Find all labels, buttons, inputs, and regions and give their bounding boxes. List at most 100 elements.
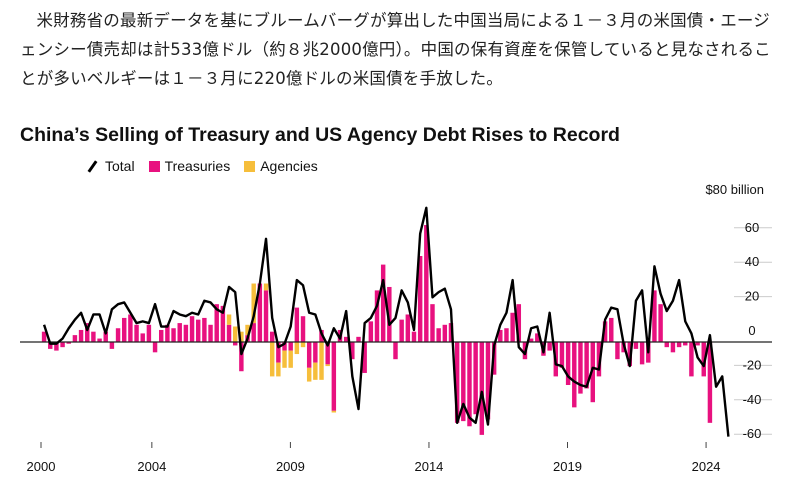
- agencies-bar: [269, 342, 275, 377]
- treasuries-bar: [609, 317, 614, 342]
- treasuries-bar: [689, 342, 694, 377]
- x-tick-label: 2004: [137, 459, 166, 474]
- x-tick-label: 2009: [276, 459, 305, 474]
- treasuries-bar: [288, 342, 293, 351]
- agencies-bar: [232, 326, 238, 342]
- treasuries-bar: [368, 321, 374, 342]
- agencies-bar: [306, 367, 312, 382]
- treasuries-bar: [331, 342, 337, 411]
- x-tick-label: 2024: [692, 459, 721, 474]
- treasuries-bar: [528, 338, 534, 342]
- treasuries-bar: [263, 290, 269, 342]
- y-tick-label: -40: [743, 392, 762, 407]
- treasuries-bar: [140, 333, 145, 342]
- treasuries-bar: [615, 342, 620, 360]
- treasuries-bar: [485, 342, 491, 420]
- treasuries-bar: [48, 342, 53, 349]
- treasuries-bar: [578, 342, 583, 394]
- chart-title: China’s Selling of Treasury and US Agenc…: [20, 124, 620, 146]
- agencies-bar: [331, 410, 337, 413]
- treasuries-bar: [78, 329, 84, 342]
- agencies-bar: [294, 342, 300, 355]
- legend-item-total: Total: [86, 158, 135, 174]
- agencies-bar: [319, 342, 324, 380]
- treasuries-bar: [72, 335, 78, 342]
- treasuries-bar: [220, 305, 226, 342]
- treasuries-bar: [547, 342, 552, 351]
- legend-swatch-agencies: [244, 160, 256, 172]
- treasuries-bar: [128, 314, 133, 342]
- treasuries-bar: [54, 342, 59, 351]
- treasuries-bar: [171, 328, 176, 342]
- treasuries-bar: [559, 342, 565, 368]
- treasuries-bar: [436, 328, 441, 342]
- treasuries-bar: [152, 342, 158, 353]
- y-tick-label: -60: [743, 426, 762, 441]
- treasuries-bar: [652, 290, 657, 342]
- legend-label-agencies: Agencies: [260, 158, 318, 174]
- treasuries-bar: [565, 342, 571, 385]
- treasuries-bar: [584, 342, 589, 389]
- agencies-bar: [288, 350, 293, 368]
- treasuries-bar: [424, 225, 429, 342]
- treasuries-bar: [60, 342, 65, 348]
- treasuries-bar: [294, 307, 300, 342]
- treasuries-bar: [97, 338, 102, 342]
- treasuries-bar: [251, 323, 256, 342]
- agencies-bar: [226, 314, 232, 325]
- treasuries-bar: [214, 304, 219, 342]
- treasuries-bar: [109, 342, 115, 349]
- treasuries-bar: [676, 342, 682, 348]
- treasuries-bar: [602, 321, 608, 342]
- agencies-bar: [325, 364, 330, 367]
- treasuries-bar: [707, 342, 713, 423]
- treasuries-bar: [430, 304, 435, 342]
- treasuries-bar: [639, 342, 645, 365]
- treasuries-bar: [399, 319, 404, 342]
- agencies-bar: [263, 283, 269, 291]
- treasuries-bar: [134, 324, 139, 342]
- treasuries-bar: [467, 342, 472, 427]
- treasuries-bar: [226, 324, 232, 342]
- treasuries-bar: [257, 283, 263, 342]
- treasuries-bar: [448, 323, 454, 342]
- legend-item-agencies: Agencies: [244, 158, 318, 174]
- treasuries-bar: [159, 329, 164, 342]
- treasuries-bar: [701, 342, 706, 377]
- treasuries-bar: [183, 324, 189, 342]
- agencies-bar: [276, 362, 281, 377]
- x-tick-label: 2000: [27, 459, 56, 474]
- treasuries-bar: [498, 329, 503, 342]
- treasuries-bar: [393, 342, 398, 360]
- treasuries-bar: [473, 342, 478, 415]
- treasuries-bar: [202, 317, 207, 342]
- y-axis-top-label: $80 billion: [705, 182, 764, 197]
- agencies-bar: [282, 350, 287, 368]
- agencies-bar: [251, 283, 256, 324]
- y-tick-label: 40: [745, 254, 759, 269]
- treasuries-bar: [85, 323, 90, 342]
- treasuries-bar: [590, 342, 595, 403]
- treasuries-bar: [146, 324, 152, 342]
- y-tick-label: -20: [743, 357, 762, 372]
- treasuries-bar: [91, 331, 96, 342]
- treasuries-bar: [380, 264, 386, 342]
- treasuries-bar: [282, 342, 287, 351]
- treasuries-bar: [269, 331, 275, 342]
- legend-swatch-treasuries: [148, 160, 160, 172]
- treasuries-bar: [670, 342, 676, 353]
- agencies-bar: [245, 324, 250, 336]
- treasuries-bar: [479, 342, 485, 435]
- treasuries-bar: [454, 342, 460, 423]
- treasuries-bar: [239, 342, 244, 372]
- treasuries-bar: [103, 331, 108, 342]
- treasuries-bar: [313, 342, 318, 363]
- legend-label-total: Total: [105, 158, 135, 174]
- legend-item-treasuries: Treasuries: [148, 158, 230, 174]
- treasuries-bar: [66, 342, 71, 344]
- treasuries-bar: [461, 342, 466, 422]
- treasuries-bar: [405, 314, 411, 342]
- treasuries-bar: [300, 316, 306, 342]
- treasuries-bar: [658, 304, 663, 342]
- treasuries-bar: [633, 342, 639, 349]
